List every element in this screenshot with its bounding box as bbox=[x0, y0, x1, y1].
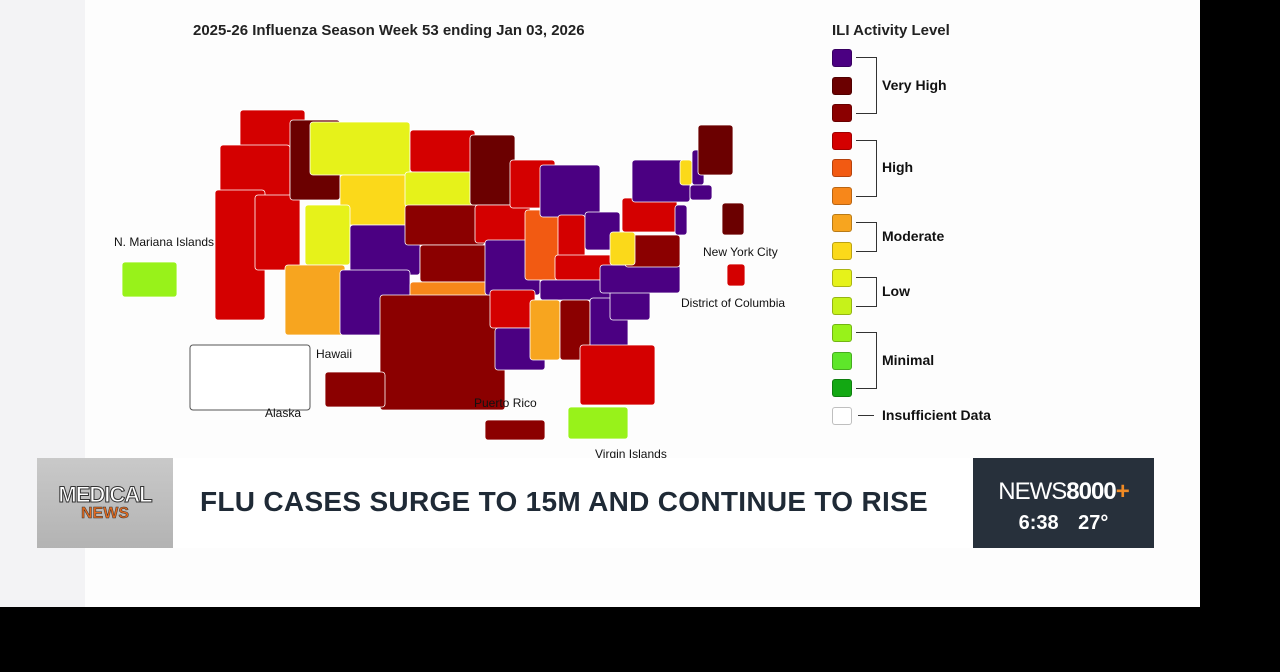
region-ms bbox=[529, 299, 561, 361]
brand-light: NEWS bbox=[998, 478, 1067, 505]
legend-bracket bbox=[856, 222, 877, 252]
legend-swatch bbox=[832, 324, 852, 342]
legend: ILI Activity Level Very High High Moderate… bbox=[832, 22, 1032, 425]
legend-title: ILI Activity Level bbox=[832, 22, 950, 39]
region-ks bbox=[419, 244, 491, 283]
brand-bold: 8000 bbox=[1066, 478, 1116, 505]
region-nv bbox=[254, 194, 301, 271]
legend-label: Very High bbox=[882, 76, 947, 93]
region-ma bbox=[689, 184, 713, 201]
legend-swatch bbox=[832, 379, 852, 397]
legend-bracket bbox=[856, 332, 877, 389]
region-ak bbox=[189, 344, 311, 411]
broadcast-frame: 2025-26 Influenza Season Week 53 ending … bbox=[0, 0, 1200, 607]
legend-bracket bbox=[856, 139, 877, 197]
region-fl bbox=[579, 344, 656, 406]
station-logo: NEWS8000+ bbox=[973, 478, 1154, 506]
legend-swatch bbox=[832, 269, 852, 287]
label-puerto-rico: Puerto Rico bbox=[474, 396, 537, 410]
legend-swatch bbox=[832, 406, 852, 425]
medical-news-logo: MEDICAL NEWS bbox=[37, 458, 173, 548]
region-mi bbox=[539, 164, 601, 218]
region-ia bbox=[474, 204, 531, 244]
region-pr bbox=[484, 419, 546, 441]
legend-swatch bbox=[832, 186, 852, 205]
region-ut bbox=[304, 204, 351, 266]
legend-label: Low bbox=[882, 282, 910, 299]
region-pa bbox=[621, 197, 678, 233]
legend-label-insufficient: Insufficient Data bbox=[882, 406, 991, 423]
legend-label: High bbox=[882, 159, 914, 175]
region-wy bbox=[339, 174, 411, 226]
legend-swatch bbox=[832, 159, 852, 177]
temperature: 27° bbox=[1078, 512, 1109, 534]
legend-bracket bbox=[856, 57, 877, 114]
region-vt bbox=[679, 159, 693, 186]
region-mp bbox=[121, 261, 178, 298]
legend-label: Minimal bbox=[882, 351, 935, 368]
region-mn bbox=[469, 134, 516, 206]
region-vi bbox=[567, 406, 629, 440]
map-title: 2025-26 Influenza Season Week 53 ending … bbox=[193, 22, 585, 39]
logo-line1: MEDICAL bbox=[58, 482, 153, 507]
legend-swatch bbox=[832, 104, 852, 122]
region-nc bbox=[599, 264, 681, 294]
region-me bbox=[697, 124, 734, 176]
legend-swatch bbox=[832, 241, 852, 260]
region-ar bbox=[489, 289, 536, 329]
region-tx bbox=[379, 294, 506, 411]
region-nd bbox=[409, 129, 476, 173]
legend-label: Moderate bbox=[882, 227, 945, 244]
legend-swatch bbox=[832, 351, 852, 370]
headline: FLU CASES SURGE TO 15M AND CONTINUE TO R… bbox=[200, 486, 929, 517]
station-bug: NEWS8000+ 6:38 27° bbox=[973, 458, 1154, 548]
clock: 6:38 bbox=[1018, 512, 1059, 534]
region-sc bbox=[609, 289, 651, 321]
region-nyc bbox=[726, 263, 746, 287]
legend-swatch bbox=[832, 76, 852, 95]
legend-dash bbox=[858, 414, 874, 416]
label-nyc: New York City bbox=[703, 245, 778, 259]
region-sd bbox=[404, 171, 476, 208]
us-ili-map bbox=[121, 109, 746, 441]
label-virgin-islands: Virgin Islands bbox=[595, 447, 667, 461]
region-wv bbox=[609, 231, 636, 266]
region-nj bbox=[674, 204, 688, 236]
legend-bracket bbox=[856, 277, 877, 307]
label-hawaii: Hawaii bbox=[316, 347, 353, 361]
region-dc bbox=[721, 202, 745, 236]
region-hi bbox=[324, 371, 386, 408]
legend-swatch bbox=[832, 296, 852, 315]
lower-third: MEDICAL NEWS FLU CASES SURGE TO 15M AND … bbox=[37, 458, 1154, 548]
region-ne bbox=[404, 204, 486, 246]
region-mt bbox=[309, 121, 411, 176]
label-mariana: N. Mariana Islands bbox=[114, 235, 215, 249]
label-dc: District of Columbia bbox=[681, 296, 786, 310]
region-az bbox=[284, 264, 346, 336]
logo-line2: NEWS bbox=[81, 505, 130, 522]
brand-plus: + bbox=[1115, 478, 1130, 505]
legend-swatch bbox=[832, 49, 852, 67]
legend-swatch bbox=[832, 131, 852, 150]
legend-swatch bbox=[832, 214, 852, 232]
label-alaska: Alaska bbox=[265, 406, 302, 420]
